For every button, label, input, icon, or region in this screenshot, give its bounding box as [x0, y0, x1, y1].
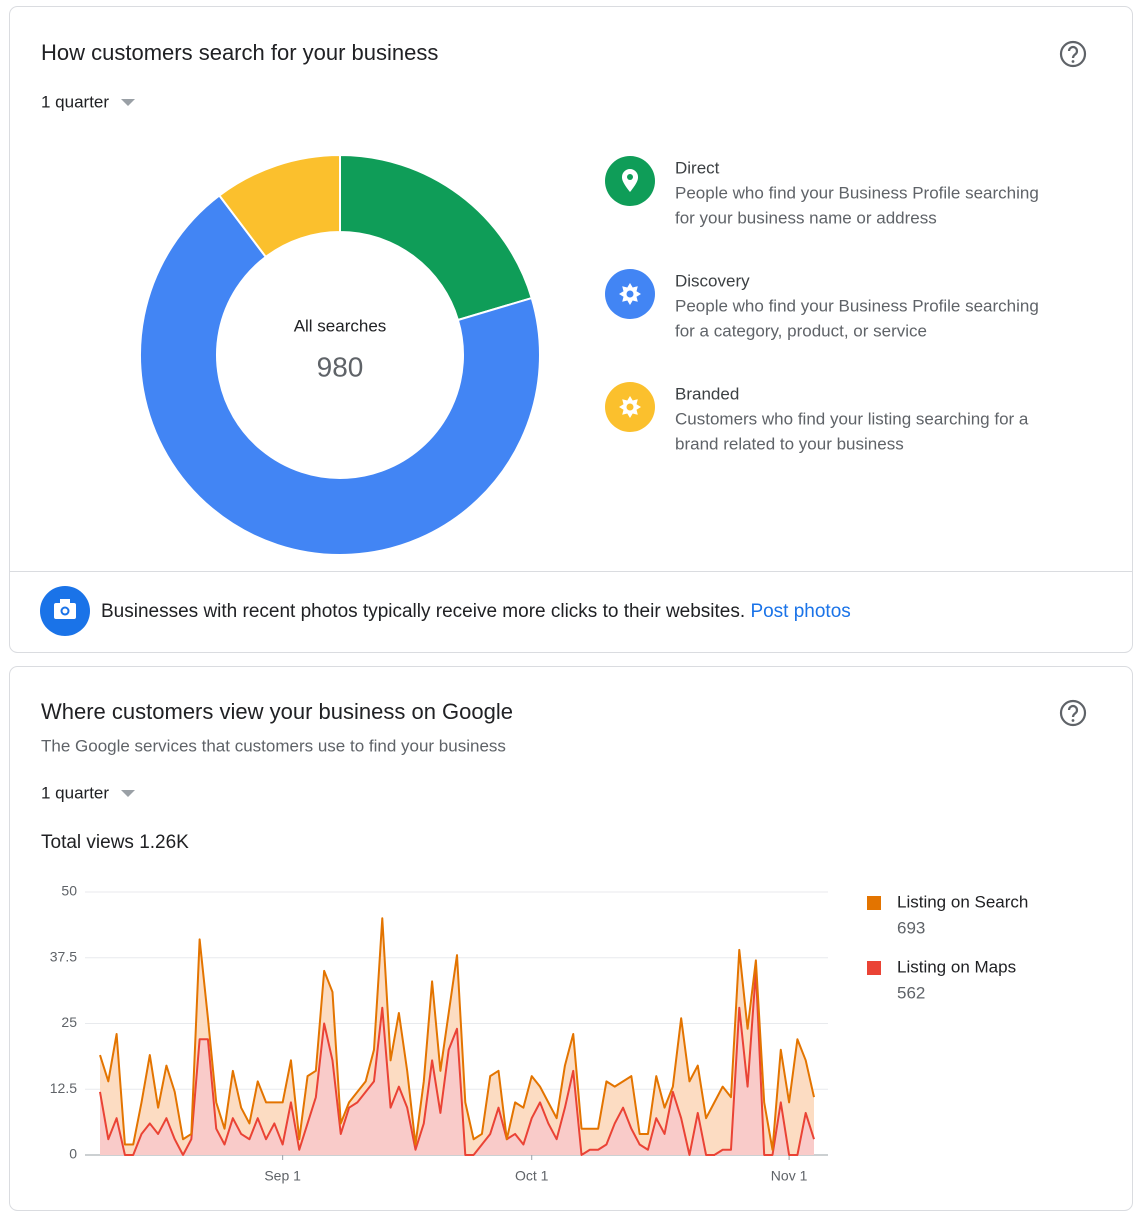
star-dot: [626, 290, 634, 298]
legend-item: Discovery People who find your Business P…: [605, 269, 1039, 340]
legend-swatch: [867, 961, 881, 975]
y-tick-label: 25: [61, 1014, 77, 1030]
donut-slice: [139, 194, 541, 556]
y-tick-label: 12.5: [50, 1080, 77, 1096]
legend-description: for a category, product, or service: [675, 321, 927, 340]
series-line: [99, 917, 815, 1151]
legend-description: brand related to your business: [675, 434, 904, 453]
legend-item: Branded Customers who find your listing s…: [605, 382, 1029, 453]
help-button[interactable]: [1059, 40, 1087, 68]
banner-message: Businesses with recent photos typically …: [101, 601, 745, 622]
center-label: All searches: [294, 316, 387, 335]
y-tick-label: 0: [69, 1146, 77, 1162]
legend-item: Direct People who find your Business Prof…: [605, 156, 1039, 227]
period-label[interactable]: 1 quarter: [41, 92, 109, 111]
legend-name: Direct: [675, 158, 720, 177]
period-label[interactable]: 1 quarter: [41, 783, 109, 802]
legend-swatch: [867, 896, 881, 910]
pin-glyph: [622, 169, 638, 192]
legend-name: Listing on Maps: [897, 957, 1016, 976]
series-line: [99, 969, 815, 1156]
total-views: Total views 1.26K: [41, 832, 189, 853]
post-photos-link[interactable]: Post photos: [750, 601, 850, 622]
legend-description: Customers who find your listing searchin…: [675, 409, 1029, 428]
legend-name: Listing on Search: [897, 892, 1028, 911]
x-tick-label: Sep 1: [264, 1168, 301, 1184]
legend-description: People who find your Business Profile se…: [675, 296, 1039, 315]
donut-slice: [217, 153, 341, 259]
x-tick-label: Nov 1: [771, 1168, 808, 1184]
legend-name: Branded: [675, 384, 739, 403]
x-tick-label: Oct 1: [515, 1168, 549, 1184]
card-subtitle: The Google services that customers use t…: [41, 736, 506, 755]
card-title: How customers search for your business: [41, 40, 438, 65]
help-button[interactable]: [1059, 699, 1087, 727]
legend-name: Discovery: [675, 271, 750, 290]
legend-total: 693: [897, 918, 925, 937]
y-tick-label: 50: [61, 883, 77, 899]
legend-total: 562: [897, 983, 925, 1002]
center-value: 980: [317, 351, 364, 382]
pin-dot: [627, 174, 633, 180]
period-dropdown[interactable]: 1 quarter: [41, 92, 135, 111]
legend-description: for your business name or address: [675, 208, 937, 227]
photo-banner: Businesses with recent photos typically …: [40, 586, 851, 636]
period-dropdown[interactable]: 1 quarter: [41, 783, 135, 802]
legend-item: Listing on Search 693: [867, 892, 1028, 937]
card-title: Where customers view your business on Go…: [41, 699, 513, 724]
legend-item: Listing on Maps 562: [867, 957, 1016, 1002]
y-tick-label: 37.5: [50, 948, 77, 964]
star-dot: [626, 403, 634, 411]
series-area: [100, 970, 814, 1155]
legend-description: People who find your Business Profile se…: [675, 183, 1039, 202]
banner-text: Businesses with recent photos typically …: [101, 601, 851, 622]
